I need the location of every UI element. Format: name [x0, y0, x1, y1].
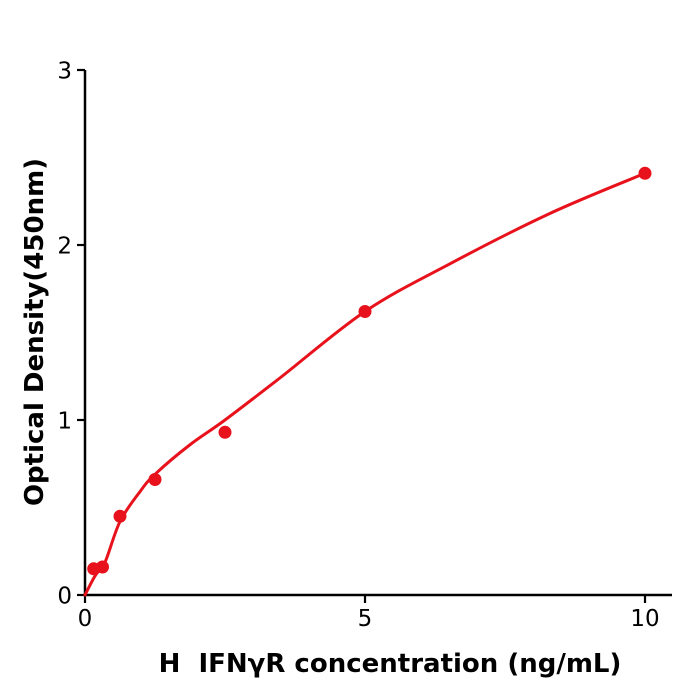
data-point-marker	[148, 473, 162, 486]
x-tick-label: 10	[630, 606, 659, 632]
x-axis-label: H IFNγR concentration (ng/mL)	[159, 649, 622, 679]
data-point-marker	[218, 425, 232, 439]
x-tick-label: 0	[78, 606, 93, 632]
data-points	[87, 166, 652, 576]
data-point-marker	[638, 166, 652, 180]
x-axis-ticks: 0 5 10	[78, 595, 660, 632]
y-tick-label: 2	[57, 233, 72, 259]
y-axis-label: Optical Density(450nm)	[20, 158, 50, 506]
fitted-curve-path	[83, 171, 647, 597]
y-tick-label: 0	[57, 583, 72, 609]
data-point-marker	[358, 305, 372, 318]
y-tick-label: 3	[57, 58, 72, 84]
y-tick-label: 1	[57, 408, 72, 434]
x-tick-label: 5	[358, 606, 373, 632]
data-point-marker	[113, 509, 127, 523]
y-axis-ticks: 0 1 2 3	[57, 58, 85, 609]
data-point-marker	[96, 560, 109, 574]
fitted-curve	[83, 171, 647, 597]
